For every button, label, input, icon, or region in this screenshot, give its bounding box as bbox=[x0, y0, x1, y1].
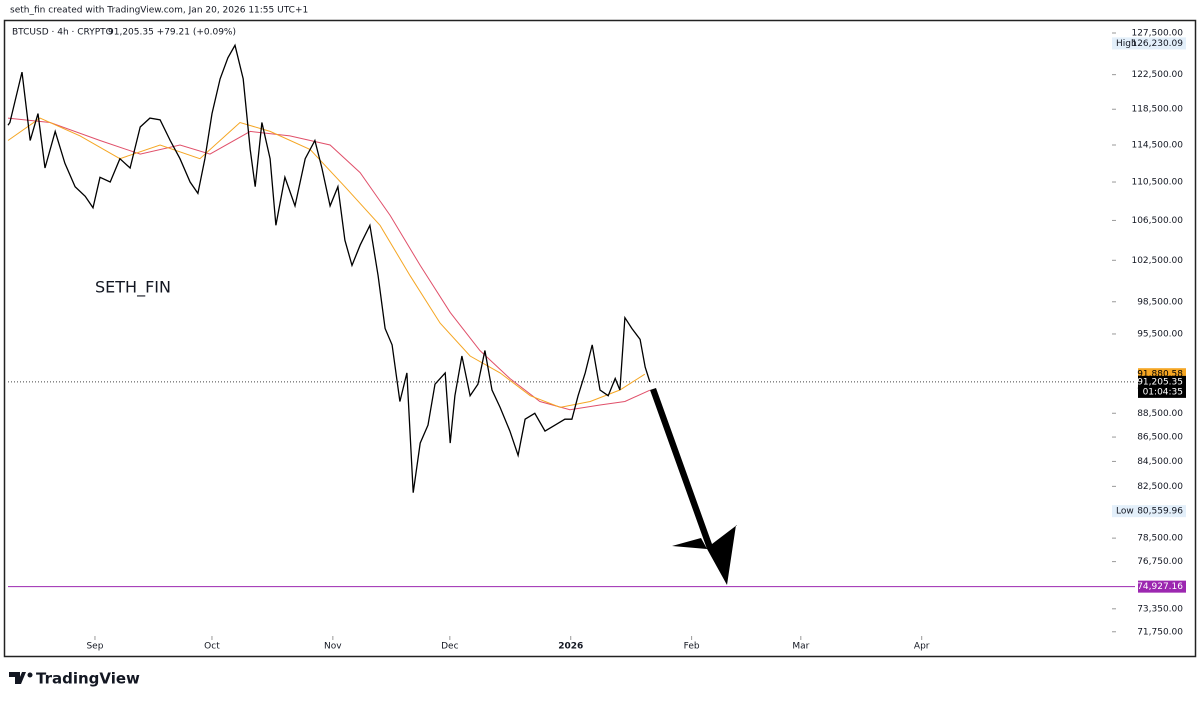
low-text: Low bbox=[1116, 507, 1134, 517]
price-line bbox=[7, 43, 651, 493]
symbol-quote: 91,205.35 +79.21 (+0.09%) bbox=[108, 28, 236, 38]
caption: seth_fin created with TradingView.com, J… bbox=[10, 6, 308, 16]
high-text: High bbox=[1116, 39, 1137, 49]
low-label: 80,559.96 bbox=[1137, 507, 1183, 517]
y-tick-label: 98,500.00 bbox=[1137, 297, 1183, 307]
symbol-title: BTCUSD · 4h · CRYPTO bbox=[12, 28, 113, 38]
y-tick-label: 73,350.00 bbox=[1137, 604, 1183, 614]
y-tick-label: 95,500.00 bbox=[1137, 329, 1183, 339]
price-line bbox=[7, 117, 646, 408]
high-label: 126,230.09 bbox=[1131, 39, 1183, 49]
x-tick-label: Apr bbox=[914, 642, 930, 652]
x-tick-label: Nov bbox=[324, 642, 342, 652]
level-label: 74,927.16 bbox=[1137, 582, 1183, 592]
watermark: SETH_FIN bbox=[95, 278, 171, 298]
chart-frame bbox=[3, 19, 1197, 658]
arrow bbox=[650, 388, 737, 585]
y-tick-label: 106,500.00 bbox=[1131, 216, 1183, 226]
y-tick-label: 76,750.00 bbox=[1137, 557, 1183, 567]
x-tick-label: Mar bbox=[792, 642, 809, 652]
logo-dot bbox=[27, 672, 33, 678]
x-tick-label: Dec bbox=[441, 642, 458, 652]
y-tick-label: 78,500.00 bbox=[1137, 534, 1183, 544]
y-tick-label: 71,750.00 bbox=[1137, 627, 1183, 637]
ma-price-label: 91,880.58 bbox=[1137, 370, 1183, 380]
logo-icon bbox=[9, 672, 26, 684]
y-tick-label: 82,500.00 bbox=[1137, 482, 1183, 492]
y-tick-label: 122,500.00 bbox=[1131, 70, 1183, 80]
low-bg bbox=[1112, 505, 1186, 518]
x-tick-label: 2026 bbox=[558, 642, 583, 652]
y-tick-label: 114,500.00 bbox=[1131, 140, 1183, 150]
footer-logo: TradingView bbox=[9, 670, 140, 688]
price-line bbox=[7, 117, 651, 411]
y-tick-label: 110,500.00 bbox=[1131, 178, 1183, 188]
y-tick-label: 88,500.00 bbox=[1137, 409, 1183, 419]
x-tick-label: Feb bbox=[684, 642, 700, 652]
y-tick-label: 118,500.00 bbox=[1131, 105, 1183, 115]
x-tick-label: Sep bbox=[86, 642, 103, 652]
high-bg bbox=[1112, 37, 1186, 50]
y-tick-label: 86,500.00 bbox=[1137, 433, 1183, 443]
last-price-bg bbox=[1138, 375, 1186, 398]
y-tick-label: 102,500.00 bbox=[1131, 256, 1183, 266]
brand: TradingView bbox=[36, 670, 140, 688]
y-tick-label: 127,500.00 bbox=[1131, 28, 1183, 38]
countdown: 01:04:35 bbox=[1143, 387, 1183, 397]
x-tick-label: Oct bbox=[204, 642, 220, 652]
level-label-bg bbox=[1138, 580, 1186, 593]
last-price-label: 91,205.35 bbox=[1137, 377, 1183, 387]
y-tick-label: 84,500.00 bbox=[1137, 457, 1183, 467]
